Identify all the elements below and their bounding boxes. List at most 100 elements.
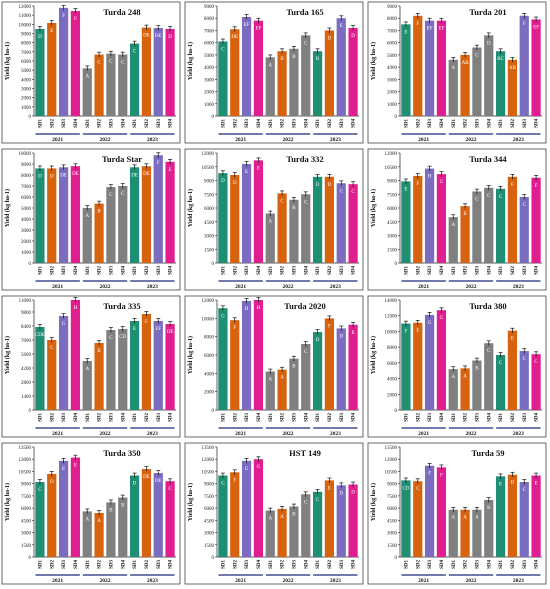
x-tick-label: SD3 (523, 266, 528, 275)
bar (118, 186, 128, 263)
y-axis-label: Yield (kg ha-1) (187, 483, 194, 521)
x-tick-label: SD3 (245, 413, 250, 422)
y-tick-label: 6000 (204, 207, 215, 212)
significance-letter: G (245, 467, 249, 472)
significance-letter: DE (155, 34, 162, 39)
significance-letter: B (280, 57, 284, 62)
bar-chart: 0 1000 2000 3000 4000 5000 6000 7000 8000 9000 Yie… (184, 1, 364, 144)
y-tick-label: 0 (395, 556, 398, 561)
bar (531, 19, 541, 117)
y-tick-label: 4500 (204, 519, 215, 524)
y-tick-label: 5600 (21, 353, 32, 358)
y-tick-label: 8000 (21, 174, 32, 179)
y-tick-label: 9800 (21, 311, 32, 316)
x-tick-label: SD1 (86, 560, 91, 569)
bar (301, 35, 311, 117)
x-tick-label: SD2 (511, 560, 516, 569)
year-label: 2023 (513, 137, 524, 143)
bar (70, 457, 81, 557)
y-tick-label: 14000 (385, 299, 398, 304)
bar (265, 57, 275, 116)
bar (230, 472, 240, 557)
bar (241, 164, 252, 263)
chart-frame (184, 295, 364, 438)
year-label: 2021 (52, 284, 63, 290)
year-label: 2023 (513, 284, 524, 290)
significance-letter: EF (155, 327, 161, 332)
bar (436, 174, 447, 263)
bar (58, 7, 69, 116)
bar (141, 166, 152, 263)
y-tick-label: 5000 (387, 54, 398, 59)
significance-letter: G (428, 321, 432, 326)
year-label: 2023 (147, 284, 158, 290)
bar (424, 314, 435, 410)
y-tick-label: 4500 (21, 519, 32, 524)
significance-letter: D (50, 480, 54, 485)
x-tick-label: SD2 (233, 560, 238, 569)
y-tick-label: 8000 (21, 42, 32, 47)
bar (413, 322, 423, 410)
bar (436, 310, 447, 410)
x-tick-label: SD1 (404, 266, 409, 275)
x-tick-label: SD1 (221, 413, 226, 422)
significance-letter: C (523, 357, 527, 362)
y-tick-label: 5000 (21, 207, 32, 212)
y-tick-label: 3000 (21, 88, 32, 93)
x-tick-label: SD2 (233, 266, 238, 275)
y-tick-label: 0 (29, 262, 32, 267)
x-tick-label: SD1 (38, 119, 43, 128)
x-tick-label: SD1 (499, 560, 504, 569)
x-tick-label: SD4 (121, 560, 126, 569)
bar (253, 160, 264, 263)
chart-frame (184, 442, 364, 585)
chart-panel: 0 1000 2000 3000 4000 5000 6000 7000 8000 9000 Yie… (366, 0, 549, 147)
x-tick-label: SD1 (86, 266, 91, 275)
y-tick-label: 4000 (21, 218, 32, 223)
y-tick-label: 8400 (21, 325, 32, 330)
x-tick-label: SD3 (340, 119, 345, 128)
bar (531, 354, 541, 410)
y-tick-label: 4000 (387, 378, 398, 383)
x-tick-label: SD2 (281, 413, 286, 422)
bar (277, 508, 287, 557)
x-tick-label: SD4 (169, 560, 174, 569)
x-tick-label: SD3 (157, 560, 162, 569)
y-tick-label: 1500 (204, 248, 215, 253)
y-tick-label: 10000 (19, 23, 32, 28)
significance-letter: A (280, 515, 284, 520)
x-tick-label: SD2 (416, 560, 421, 569)
significance-letter: B (97, 349, 101, 354)
year-label: 2022 (100, 137, 111, 143)
bar (265, 510, 275, 557)
bar (519, 197, 529, 263)
year-label: 2023 (330, 284, 341, 290)
significance-letter: F (233, 478, 236, 483)
y-tick-label: 0 (212, 262, 215, 267)
significance-letter: C (121, 192, 125, 197)
bar (531, 475, 541, 557)
chart-frame (1, 1, 181, 144)
bar (336, 328, 346, 410)
bar (472, 191, 482, 263)
x-tick-label: SD3 (340, 560, 345, 569)
significance-letter: F (440, 473, 443, 478)
bar (141, 314, 152, 410)
x-tick-label: SD2 (50, 266, 55, 275)
x-tick-label: SD2 (464, 413, 469, 422)
x-tick-label: SD3 (340, 413, 345, 422)
significance-letter: B (463, 212, 467, 217)
y-tick-label: 6000 (21, 507, 32, 512)
y-tick-label: 8000 (204, 336, 215, 341)
bar (519, 15, 529, 116)
chart-frame (1, 442, 181, 585)
chart-title: Turda 332 (286, 154, 323, 164)
x-tick-label: SD4 (352, 560, 357, 569)
year-label: 2022 (283, 578, 294, 584)
y-tick-label: 0 (395, 115, 398, 120)
bar (94, 513, 104, 557)
chart-title: Turda 335 (103, 301, 140, 311)
bar (153, 473, 163, 557)
x-tick-label: SD2 (50, 560, 55, 569)
y-tick-label: 13500 (385, 446, 398, 451)
